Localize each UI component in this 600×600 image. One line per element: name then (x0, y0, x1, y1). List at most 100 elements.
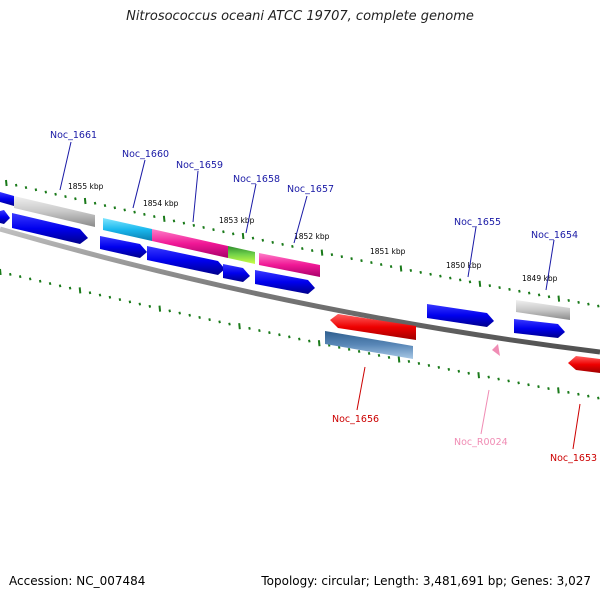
major-tick (317, 340, 321, 347)
minor-tick (258, 329, 261, 333)
minor-tick (357, 349, 361, 353)
gene-label-noc-1657: Noc_1657 (287, 184, 334, 195)
minor-tick (409, 268, 413, 272)
minor-tick (457, 369, 461, 373)
major-tick (399, 265, 403, 272)
minor-tick (587, 302, 590, 306)
gene-feature (100, 236, 147, 258)
minor-tick (208, 318, 211, 322)
gene-label-noc-1653: Noc_1653 (550, 453, 597, 464)
minor-tick (449, 276, 452, 280)
minor-tick (178, 311, 181, 315)
minor-tick (437, 365, 441, 369)
minor-tick (340, 255, 344, 259)
minor-tick (597, 396, 600, 400)
minor-tick (577, 392, 580, 396)
gene-feature (152, 229, 228, 258)
minor-tick (113, 206, 117, 210)
minor-tick (268, 331, 271, 335)
minor-tick (128, 300, 132, 304)
minor-tick (577, 300, 580, 304)
gene-label-noc-1660: Noc_1660 (122, 149, 169, 160)
minor-tick (301, 247, 304, 251)
minor-tick (251, 236, 255, 240)
minor-tick (347, 347, 351, 351)
gene-labels: Noc_1661 Noc_1660 Noc_1659 Noc_1658 Noc_… (50, 130, 597, 464)
minor-tick (212, 228, 215, 232)
minor-tick (9, 272, 12, 276)
minor-tick (350, 257, 353, 261)
minor-tick (488, 284, 492, 288)
major-tick (5, 179, 8, 187)
minor-tick (103, 204, 107, 208)
major-tick (0, 268, 2, 276)
minor-tick (518, 289, 521, 293)
minor-tick (367, 351, 371, 355)
gene-feature (514, 319, 565, 338)
minor-tick (58, 284, 62, 288)
scale-label: 1851 kbp (370, 247, 406, 256)
gene-feature (255, 270, 315, 294)
minor-tick (202, 225, 205, 229)
major-tick (477, 372, 480, 379)
minor-tick (54, 192, 57, 196)
gene-feature (492, 344, 500, 356)
gene-label-noc-1656: Noc_1656 (332, 414, 379, 425)
accession-text: Accession: NC_007484 (9, 574, 146, 588)
minor-tick (537, 385, 540, 389)
genome-summary-text: Topology: circular; Length: 3,481,691 bp… (261, 574, 591, 588)
major-tick (162, 215, 166, 222)
minor-tick (143, 212, 146, 216)
minor-tick (498, 286, 501, 290)
minor-tick (278, 333, 281, 337)
scale-labels: 1855 kbp 1854 kbp 1853 kbp 1852 kbp 1851… (68, 182, 558, 283)
label-leaders (59, 141, 581, 450)
minor-tick (427, 363, 431, 367)
minor-tick (291, 244, 294, 248)
minor-tick (387, 355, 391, 359)
minor-tick (337, 345, 341, 349)
gene-feature (325, 331, 413, 359)
minor-tick (108, 295, 112, 299)
minor-tick (271, 240, 274, 244)
minor-tick (148, 304, 152, 308)
genome-backbone (0, 226, 600, 355)
gene-feature (103, 218, 152, 241)
minor-tick (379, 263, 383, 267)
gene-feature (330, 314, 416, 340)
minor-tick (370, 261, 373, 265)
major-tick (83, 197, 87, 205)
scale-label: 1849 kbp (522, 274, 558, 283)
minor-tick (547, 295, 551, 299)
major-tick (238, 323, 241, 330)
minor-tick (537, 293, 541, 297)
minor-tick (567, 390, 570, 394)
forward-genes-blue (0, 210, 565, 338)
gene-label-noc-1658: Noc_1658 (233, 174, 280, 185)
minor-tick (88, 291, 92, 295)
gene-feature (147, 246, 225, 275)
minor-tick (38, 279, 42, 283)
minor-tick (74, 197, 77, 201)
minor-tick (98, 293, 102, 297)
scale-label: 1855 kbp (68, 182, 104, 191)
minor-tick (587, 394, 590, 398)
minor-tick (261, 238, 265, 242)
minor-tick (44, 190, 48, 194)
minor-tick (138, 302, 142, 306)
minor-tick (547, 387, 550, 391)
major-tick (478, 280, 482, 287)
minor-tick (419, 270, 422, 274)
minor-tick (28, 277, 32, 281)
minor-tick (168, 309, 171, 313)
gene-label-noc-1659: Noc_1659 (176, 160, 223, 171)
minor-tick (192, 223, 196, 227)
minor-tick (429, 272, 432, 276)
gene-feature (0, 192, 14, 206)
major-tick (557, 387, 560, 394)
minor-tick (288, 335, 291, 339)
minor-tick (222, 230, 225, 234)
reverse-genes (325, 314, 600, 373)
minor-tick (407, 359, 411, 363)
minor-tick (298, 337, 301, 341)
